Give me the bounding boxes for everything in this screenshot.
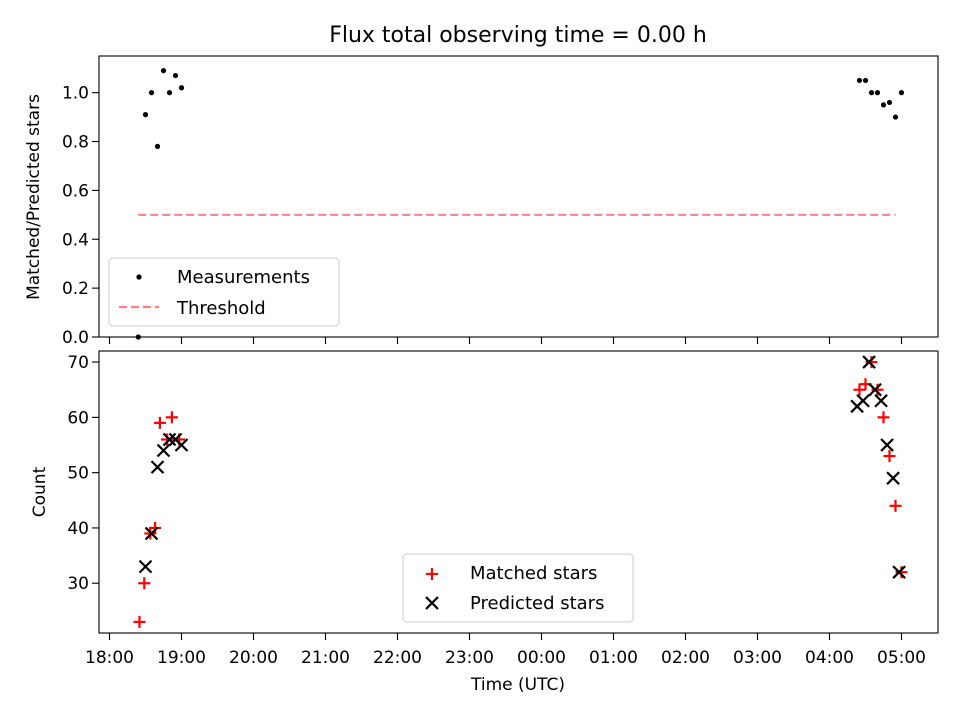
legend-label-measurements: Measurements [177, 267, 310, 288]
matched-star-point [133, 615, 146, 628]
top-y-axis-label: Matched/Predicted stars [24, 94, 44, 300]
x-tick-label: 04:00 [805, 648, 854, 668]
legend-marker-matched-stars [426, 568, 438, 580]
bottom-y-tick-label: 40 [67, 519, 89, 539]
measurement-point [892, 114, 899, 120]
predicted-star-point [868, 382, 882, 397]
legend-label-matched-stars: Matched stars [470, 563, 597, 584]
top-y-tick-label: 0.4 [62, 230, 89, 250]
matched-star-point [883, 450, 896, 463]
top-x-axis [108, 337, 903, 344]
matched-star-point [871, 383, 884, 396]
measurement-point [868, 90, 875, 96]
bottom-plot-frame [98, 350, 939, 634]
measurement-point [135, 334, 141, 340]
legend-label-predicted-stars: Predicted stars [470, 593, 604, 614]
top-plot-marks [135, 68, 905, 340]
top-panel: 0.0 0.2 0.4 0.6 0.8 1.0 Matched/Predicted sta… [24, 55, 939, 348]
x-tick-label: 00:00 [517, 648, 566, 668]
measurement-point [874, 90, 881, 96]
x-tick-label: 05:00 [877, 648, 926, 668]
predicted-star-point [144, 526, 159, 541]
matched-star-point [149, 521, 162, 534]
measurement-point [178, 85, 185, 91]
predicted-star-point [138, 559, 153, 574]
bottom-plot-marks [133, 355, 908, 628]
top-y-tick-label: 0.6 [62, 181, 89, 201]
chart-title: Flux total observing time = 0.00 h [329, 23, 707, 48]
predicted-star-point [880, 438, 894, 452]
bottom-panel: 30 40 50 60 70 18:00 19:00 20:00 21:00 22:00 23:0… [30, 350, 939, 695]
top-y-tick-label: 0.2 [62, 279, 89, 299]
matched-star-point [153, 416, 166, 429]
x-tick-label: 23:00 [445, 648, 494, 668]
predicted-star-point [892, 565, 906, 579]
measurement-point [856, 77, 863, 84]
measurement-point [898, 90, 905, 96]
measurement-point [862, 77, 869, 84]
matched-star-point [161, 433, 174, 446]
x-tick-label: 22:00 [373, 648, 422, 668]
x-tick-label: 18:00 [85, 648, 134, 668]
bottom-legend: Matched stars Predicted stars [402, 553, 634, 623]
top-legend-box [108, 257, 340, 327]
bottom-x-axis: 18:00 19:00 20:00 21:00 22:00 23:00 00:00 01:00… [85, 633, 926, 668]
predicted-star-point [874, 393, 888, 408]
measurement-point [148, 90, 155, 96]
x-tick-label: 02:00 [661, 648, 710, 668]
predicted-star-point [156, 443, 171, 458]
top-plot-frame [98, 55, 939, 338]
legend-marker-measurements [136, 274, 142, 280]
x-tick-label: 20:00 [229, 648, 278, 668]
predicted-star-point [174, 438, 189, 452]
matched-star-point [877, 411, 890, 424]
x-tick-label: 21:00 [301, 648, 350, 668]
bottom-y-axis-label: Count [30, 466, 50, 517]
predicted-star-point [862, 355, 876, 369]
predicted-star-point [856, 393, 870, 408]
predicted-star-point [886, 471, 900, 485]
x-tick-label: 01:00 [589, 648, 638, 668]
bottom-y-tick-label: 50 [67, 464, 89, 484]
bottom-legend-box [402, 553, 634, 623]
matched-star-point [165, 411, 178, 424]
predicted-star-point [162, 432, 177, 447]
top-y-tick-label: 0.8 [62, 133, 89, 153]
measurement-point [142, 112, 149, 118]
x-axis-label: Time (UTC) [470, 675, 565, 695]
bottom-y-tick-label: 30 [67, 574, 89, 594]
measurement-point [154, 143, 161, 150]
matched-star-point [853, 383, 866, 396]
top-y-tick-label: 1.0 [62, 84, 89, 104]
bottom-y-axis: 30 40 50 60 70 [67, 353, 99, 594]
x-tick-label: 19:00 [157, 648, 206, 668]
predicted-star-point [150, 460, 165, 474]
top-y-axis: 0.0 0.2 0.4 0.6 0.8 1.0 [62, 84, 99, 348]
measurement-point [886, 99, 893, 106]
legend-marker-predicted-stars [425, 596, 439, 610]
measurement-point [166, 90, 173, 96]
bottom-y-tick-label: 70 [67, 353, 89, 373]
measurement-point [880, 102, 887, 108]
top-y-tick-label: 0.0 [62, 328, 89, 348]
measurement-point [172, 72, 179, 79]
bottom-y-tick-label: 60 [67, 408, 89, 428]
legend-label-threshold: Threshold [176, 298, 266, 319]
matched-star-point [138, 577, 151, 590]
matched-star-point [865, 356, 878, 369]
measurement-point [160, 68, 167, 74]
matched-star-point [895, 566, 908, 579]
x-tick-label: 03:00 [733, 648, 782, 668]
top-legend: Measurements Threshold [108, 257, 340, 327]
matched-star-point [889, 499, 902, 512]
